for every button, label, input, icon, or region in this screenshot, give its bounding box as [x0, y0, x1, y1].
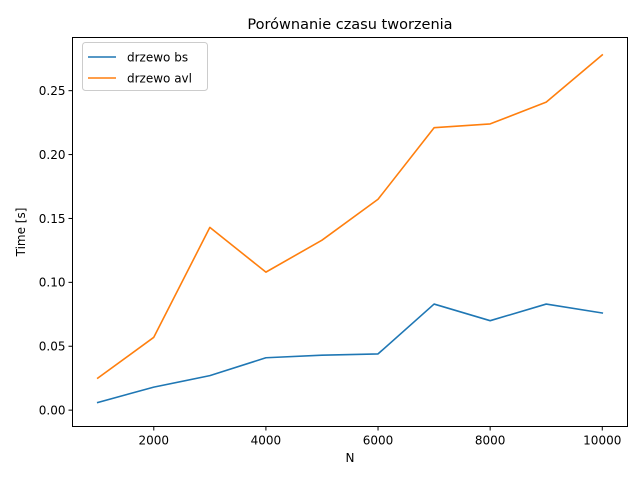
x-tick-label: 8000 [475, 434, 506, 448]
y-tick-label: 0.20 [39, 148, 66, 162]
y-tick-label: 0.00 [39, 403, 66, 417]
y-tick-label: 0.05 [39, 340, 66, 354]
y-axis-label: Time [s] [14, 208, 28, 258]
axes-frame [72, 37, 628, 427]
legend: drzewo bs drzewo avl [82, 42, 208, 91]
x-tick-label: 4000 [251, 434, 282, 448]
legend-label-0: drzewo bs [127, 50, 188, 64]
x-tick-label: 2000 [139, 434, 170, 448]
y-axis-ticks: 0.00 0.05 0.10 0.15 0.20 0.25 [39, 84, 73, 417]
series-line-0 [96, 303, 604, 404]
y-tick-label: 0.15 [39, 212, 66, 226]
y-tick-label: 0.25 [39, 84, 66, 98]
x-axis-ticks: 2000 4000 6000 8000 10000 [139, 426, 621, 448]
x-tick-label: 6000 [363, 434, 394, 448]
y-tick-label: 0.10 [39, 276, 66, 290]
series-line-1 [96, 53, 604, 380]
series-layer [96, 53, 604, 404]
legend-entries: drzewo bs drzewo avl [88, 50, 192, 85]
legend-label-1: drzewo avl [127, 71, 192, 85]
x-tick-label: 10000 [583, 434, 621, 448]
chart-title: Porównanie czasu tworzenia [247, 17, 452, 33]
plot-area: 2000 4000 6000 8000 10000 0.000.050.100.150.… [39, 37, 628, 448]
x-axis-label: N [346, 451, 355, 465]
